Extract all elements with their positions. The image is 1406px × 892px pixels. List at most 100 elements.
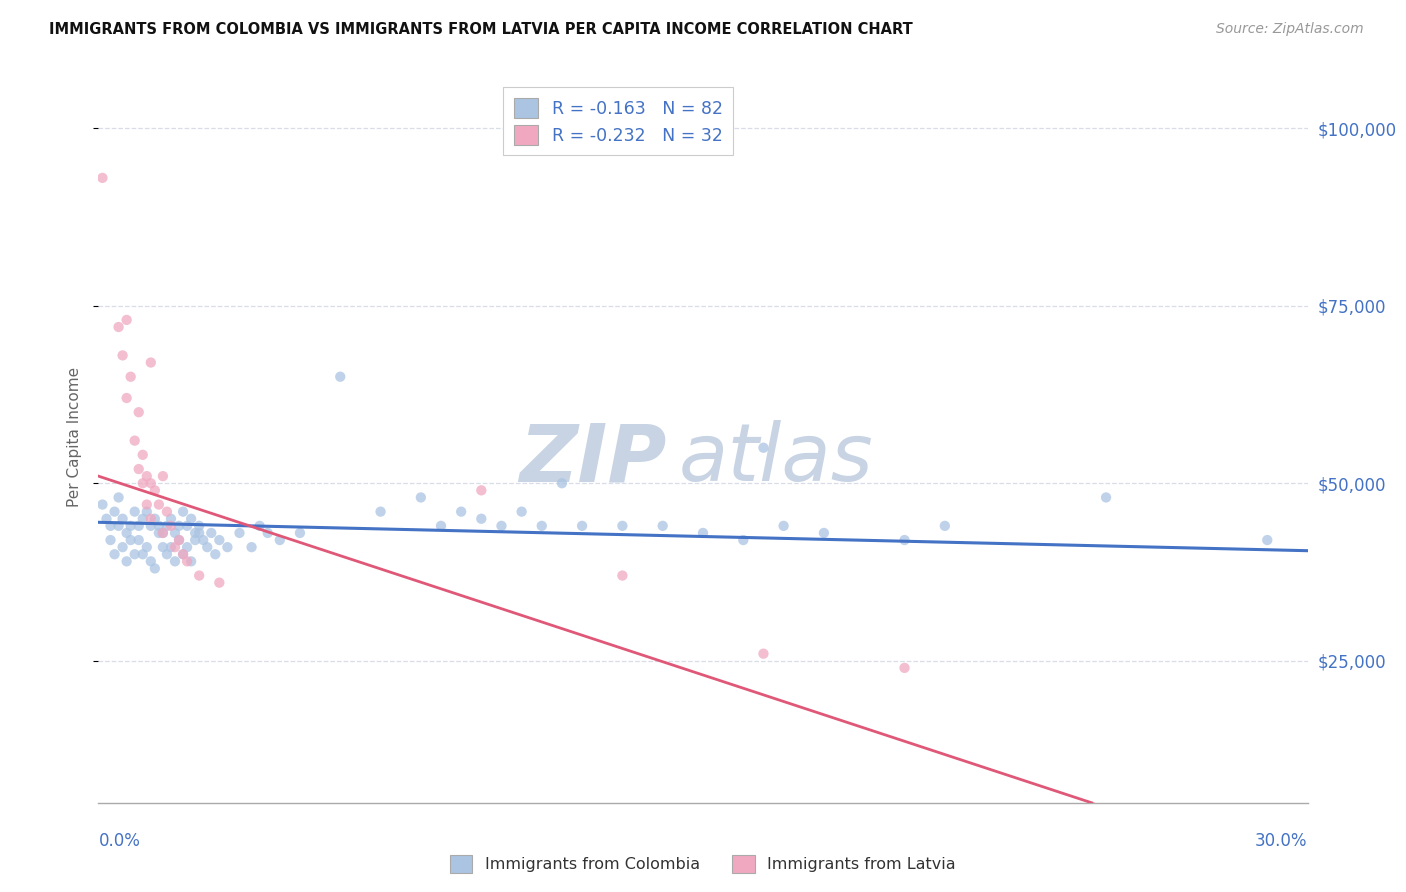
Point [1095,491,1118,505]
Point [100,533,122,547]
Point [128,519,150,533]
Point [120,519,142,533]
Text: atlas: atlas [679,420,873,498]
Point [733,533,755,547]
Point [103,505,125,519]
Point [152,525,174,540]
Point [228,525,250,540]
Point [148,525,170,540]
Legend: R = -0.163   N = 82, R = -0.232   N = 32: R = -0.163 N = 82, R = -0.232 N = 32 [503,87,734,155]
Point [128,462,150,476]
Point [143,512,166,526]
Point [1256,533,1278,547]
Point [111,512,134,526]
Point [143,483,166,498]
Point [100,519,122,533]
Point [195,540,218,554]
Point [571,519,593,533]
Point [132,476,155,491]
Point [184,525,207,540]
Point [135,469,157,483]
Point [256,525,278,540]
Text: 0.0%: 0.0% [98,832,141,850]
Point [193,533,215,547]
Point [813,525,835,540]
Text: 30.0%: 30.0% [1256,832,1308,850]
Point [176,519,198,533]
Point [135,505,157,519]
Point [217,540,239,554]
Point [163,554,186,568]
Text: Source: ZipAtlas.com: Source: ZipAtlas.com [1216,22,1364,37]
Point [148,519,170,533]
Point [124,505,146,519]
Point [430,519,453,533]
Point [107,320,129,334]
Point [120,369,142,384]
Point [156,547,179,561]
Point [651,519,673,533]
Point [148,498,170,512]
Point [139,554,162,568]
Point [135,498,157,512]
Point [156,519,179,533]
Point [409,491,432,505]
Point [188,519,211,533]
Point [188,525,211,540]
Point [160,540,183,554]
Point [152,469,174,483]
Point [91,498,114,512]
Point [120,533,142,547]
Point [530,519,553,533]
Point [167,533,190,547]
Point [163,525,186,540]
Point [167,519,190,533]
Point [450,505,472,519]
Point [752,647,775,661]
Point [115,554,138,568]
Point [107,519,129,533]
Point [152,540,174,554]
Point [752,441,775,455]
Point [692,525,714,540]
Text: IMMIGRANTS FROM COLOMBIA VS IMMIGRANTS FROM LATVIA PER CAPITA INCOME CORRELATION: IMMIGRANTS FROM COLOMBIA VS IMMIGRANTS F… [49,22,912,37]
Point [188,568,211,582]
Y-axis label: Per Capita Income: Per Capita Income [66,367,82,508]
Point [176,554,198,568]
Point [156,505,179,519]
Point [128,405,150,419]
Point [510,505,533,519]
Text: ZIP: ZIP [519,420,666,498]
Point [176,540,198,554]
Point [111,540,134,554]
Point [200,525,222,540]
Point [132,547,155,561]
Point [111,348,134,362]
Point [167,533,190,547]
Point [128,533,150,547]
Legend: Immigrants from Colombia, Immigrants from Latvia: Immigrants from Colombia, Immigrants fro… [444,848,962,880]
Point [107,491,129,505]
Point [204,547,226,561]
Point [240,540,263,554]
Point [208,533,231,547]
Point [184,533,207,547]
Point [491,519,513,533]
Point [172,505,194,519]
Point [160,519,183,533]
Point [208,575,231,590]
Point [893,533,915,547]
Point [163,540,186,554]
Point [329,369,352,384]
Point [139,355,162,369]
Point [370,505,392,519]
Point [612,519,634,533]
Point [139,519,162,533]
Point [269,533,291,547]
Point [124,547,146,561]
Point [91,170,114,185]
Point [612,568,634,582]
Point [143,561,166,575]
Point [180,554,202,568]
Point [152,525,174,540]
